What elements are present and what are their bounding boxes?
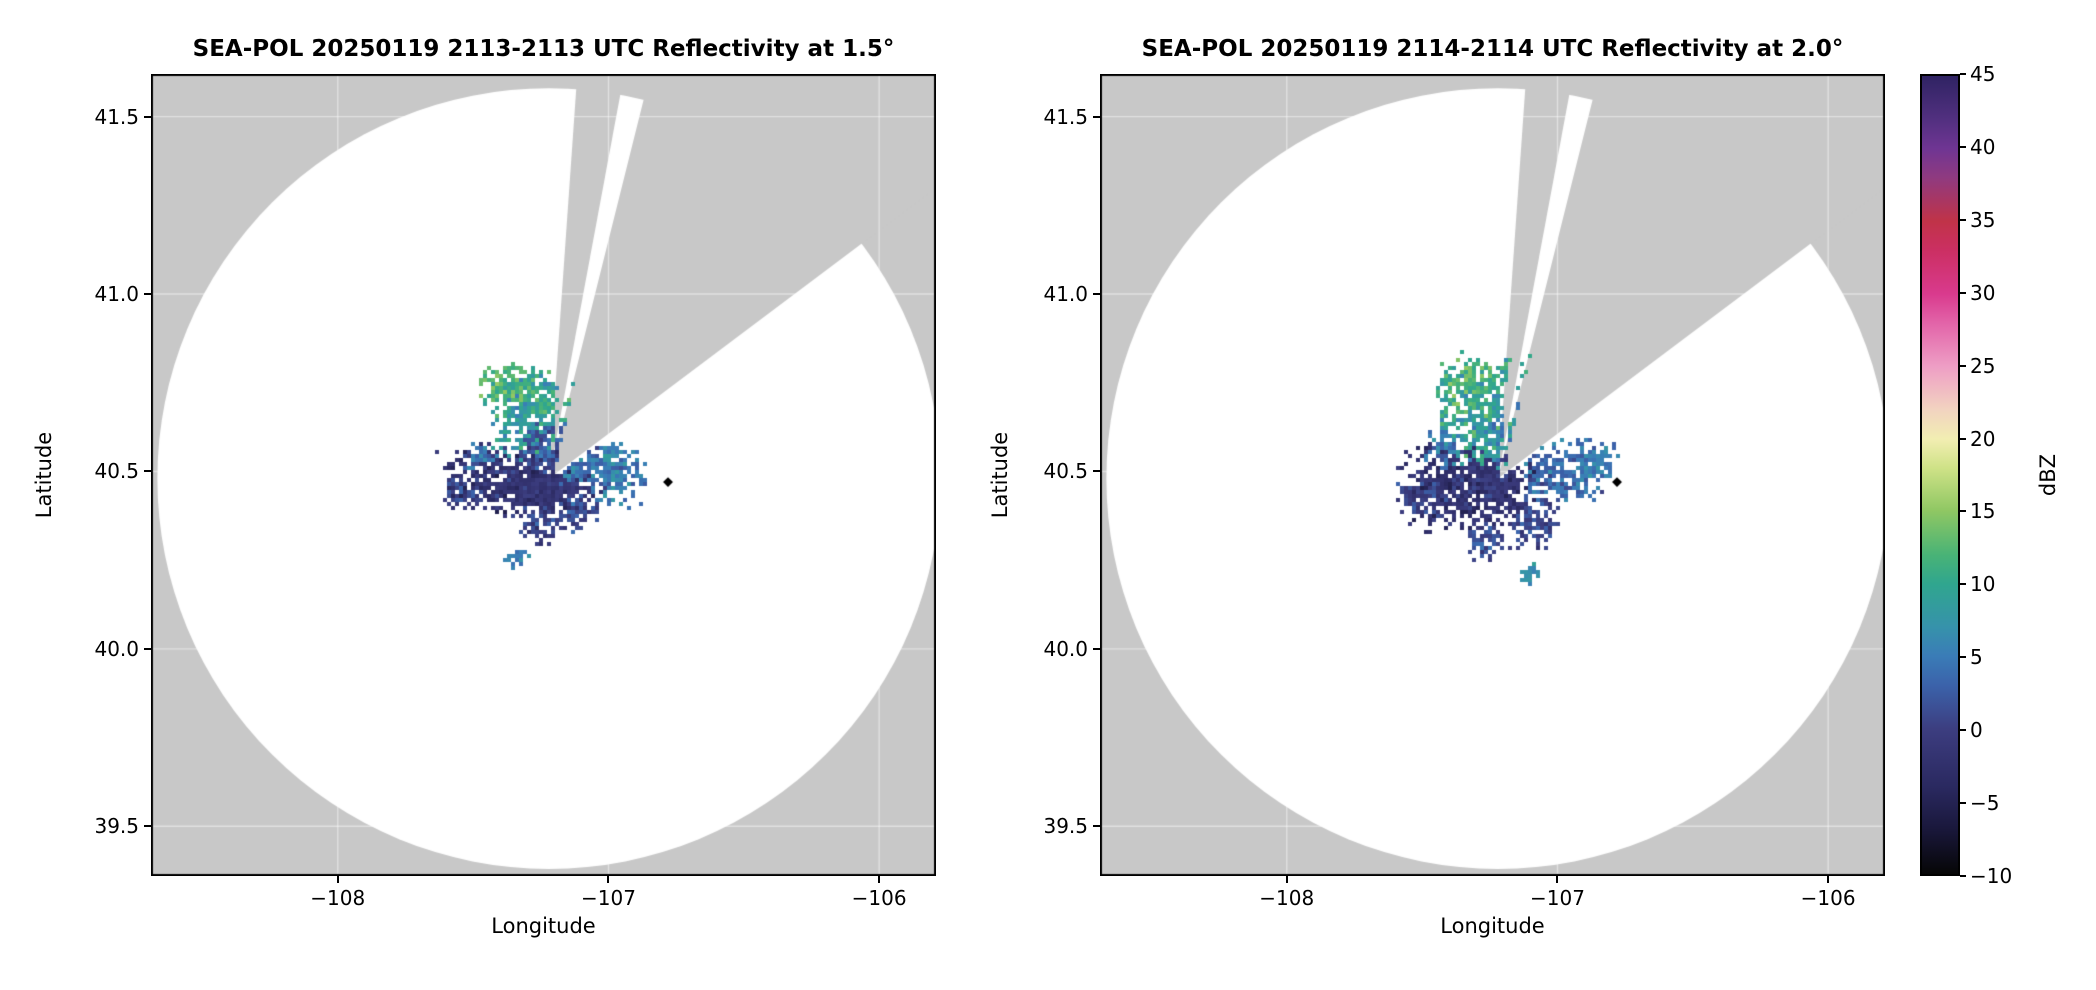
y-tick-label-0-2: 40.5	[94, 459, 139, 484]
y-axis-label-left: Latitude	[32, 431, 56, 519]
y-tick-mark-0-2	[144, 470, 151, 473]
radar-ppi-plot-right	[1100, 74, 1885, 876]
colorbar-tick-label-6: 15	[1970, 499, 1996, 524]
y-tick-mark-1-3	[1093, 293, 1100, 296]
colorbar	[1920, 74, 1960, 876]
x-tick-label-0-2: −106	[851, 886, 907, 910]
colorbar-tick-mark-0	[1960, 73, 1966, 75]
y-tick-mark-1-0	[1093, 825, 1100, 828]
x-tick-mark-1-0	[1285, 876, 1288, 883]
colorbar-tick-mark-10	[1960, 802, 1966, 805]
colorbar-tick-label-9: 0	[1970, 718, 1983, 743]
panel-title-right: SEA-POL 20250119 2114-2114 UTC Reflectiv…	[1141, 36, 1844, 62]
colorbar-tick-mark-5	[1960, 437, 1966, 440]
x-axis-label-right: Longitude	[1440, 914, 1545, 938]
y-tick-label-0-3: 41.0	[94, 282, 139, 307]
colorbar-tick-mark-9	[1960, 729, 1966, 732]
colorbar-tick-mark-1	[1960, 145, 1966, 148]
x-axis-label-left: Longitude	[491, 914, 596, 938]
y-tick-mark-0-3	[144, 293, 151, 296]
colorbar-tick-label-10: −5	[1970, 791, 2000, 816]
colorbar-tick-label-4: 25	[1970, 353, 1996, 378]
x-tick-mark-0-1	[607, 876, 610, 883]
y-tick-mark-1-1	[1093, 647, 1100, 650]
colorbar-tick-label-5: 20	[1970, 426, 1996, 451]
colorbar-label: dBZ	[2036, 453, 2060, 497]
y-tick-label-0-4: 41.5	[94, 104, 139, 129]
y-tick-mark-1-2	[1093, 470, 1100, 473]
x-tick-label-1-2: −106	[1800, 886, 1856, 910]
colorbar-tick-mark-4	[1960, 364, 1966, 367]
y-tick-label-0-0: 39.5	[94, 814, 139, 839]
colorbar-tick-mark-8	[1960, 656, 1966, 659]
colorbar-tick-label-1: 40	[1970, 134, 1996, 159]
radar-ppi-plot-left	[151, 74, 936, 876]
y-tick-label-1-1: 40.0	[1043, 636, 1088, 661]
x-tick-label-0-1: −107	[580, 886, 636, 910]
y-tick-label-1-2: 40.5	[1043, 459, 1088, 484]
colorbar-tick-label-7: 10	[1970, 572, 1996, 597]
panel-title-left: SEA-POL 20250119 2113-2113 UTC Reflectiv…	[192, 36, 895, 62]
y-tick-label-1-3: 41.0	[1043, 282, 1088, 307]
x-tick-mark-1-1	[1556, 876, 1559, 883]
y-tick-mark-0-0	[144, 825, 151, 828]
colorbar-tick-label-3: 30	[1970, 280, 1996, 305]
colorbar-tick-mark-11	[1960, 875, 1966, 877]
colorbar-tick-label-0: 45	[1970, 62, 1996, 86]
colorbar-tick-mark-6	[1960, 510, 1966, 513]
colorbar-tick-label-2: 35	[1970, 207, 1996, 232]
y-tick-label-1-0: 39.5	[1043, 814, 1088, 839]
y-tick-mark-0-1	[144, 647, 151, 650]
colorbar-tick-label-11: −10	[1970, 864, 2013, 888]
x-tick-label-0-0: −108	[310, 886, 366, 910]
x-tick-mark-0-0	[336, 876, 339, 883]
x-tick-mark-1-2	[1827, 876, 1830, 883]
y-tick-mark-1-4	[1093, 115, 1100, 118]
x-tick-label-1-0: −108	[1259, 886, 1315, 910]
x-tick-label-1-1: −107	[1529, 886, 1585, 910]
x-tick-mark-0-2	[878, 876, 881, 883]
y-tick-label-0-1: 40.0	[94, 636, 139, 661]
colorbar-tick-mark-2	[1960, 218, 1966, 221]
y-tick-label-1-4: 41.5	[1043, 104, 1088, 129]
colorbar-tick-mark-7	[1960, 583, 1966, 586]
colorbar-tick-label-8: 5	[1970, 645, 1983, 670]
colorbar-tick-mark-3	[1960, 291, 1966, 294]
y-tick-mark-0-4	[144, 115, 151, 118]
